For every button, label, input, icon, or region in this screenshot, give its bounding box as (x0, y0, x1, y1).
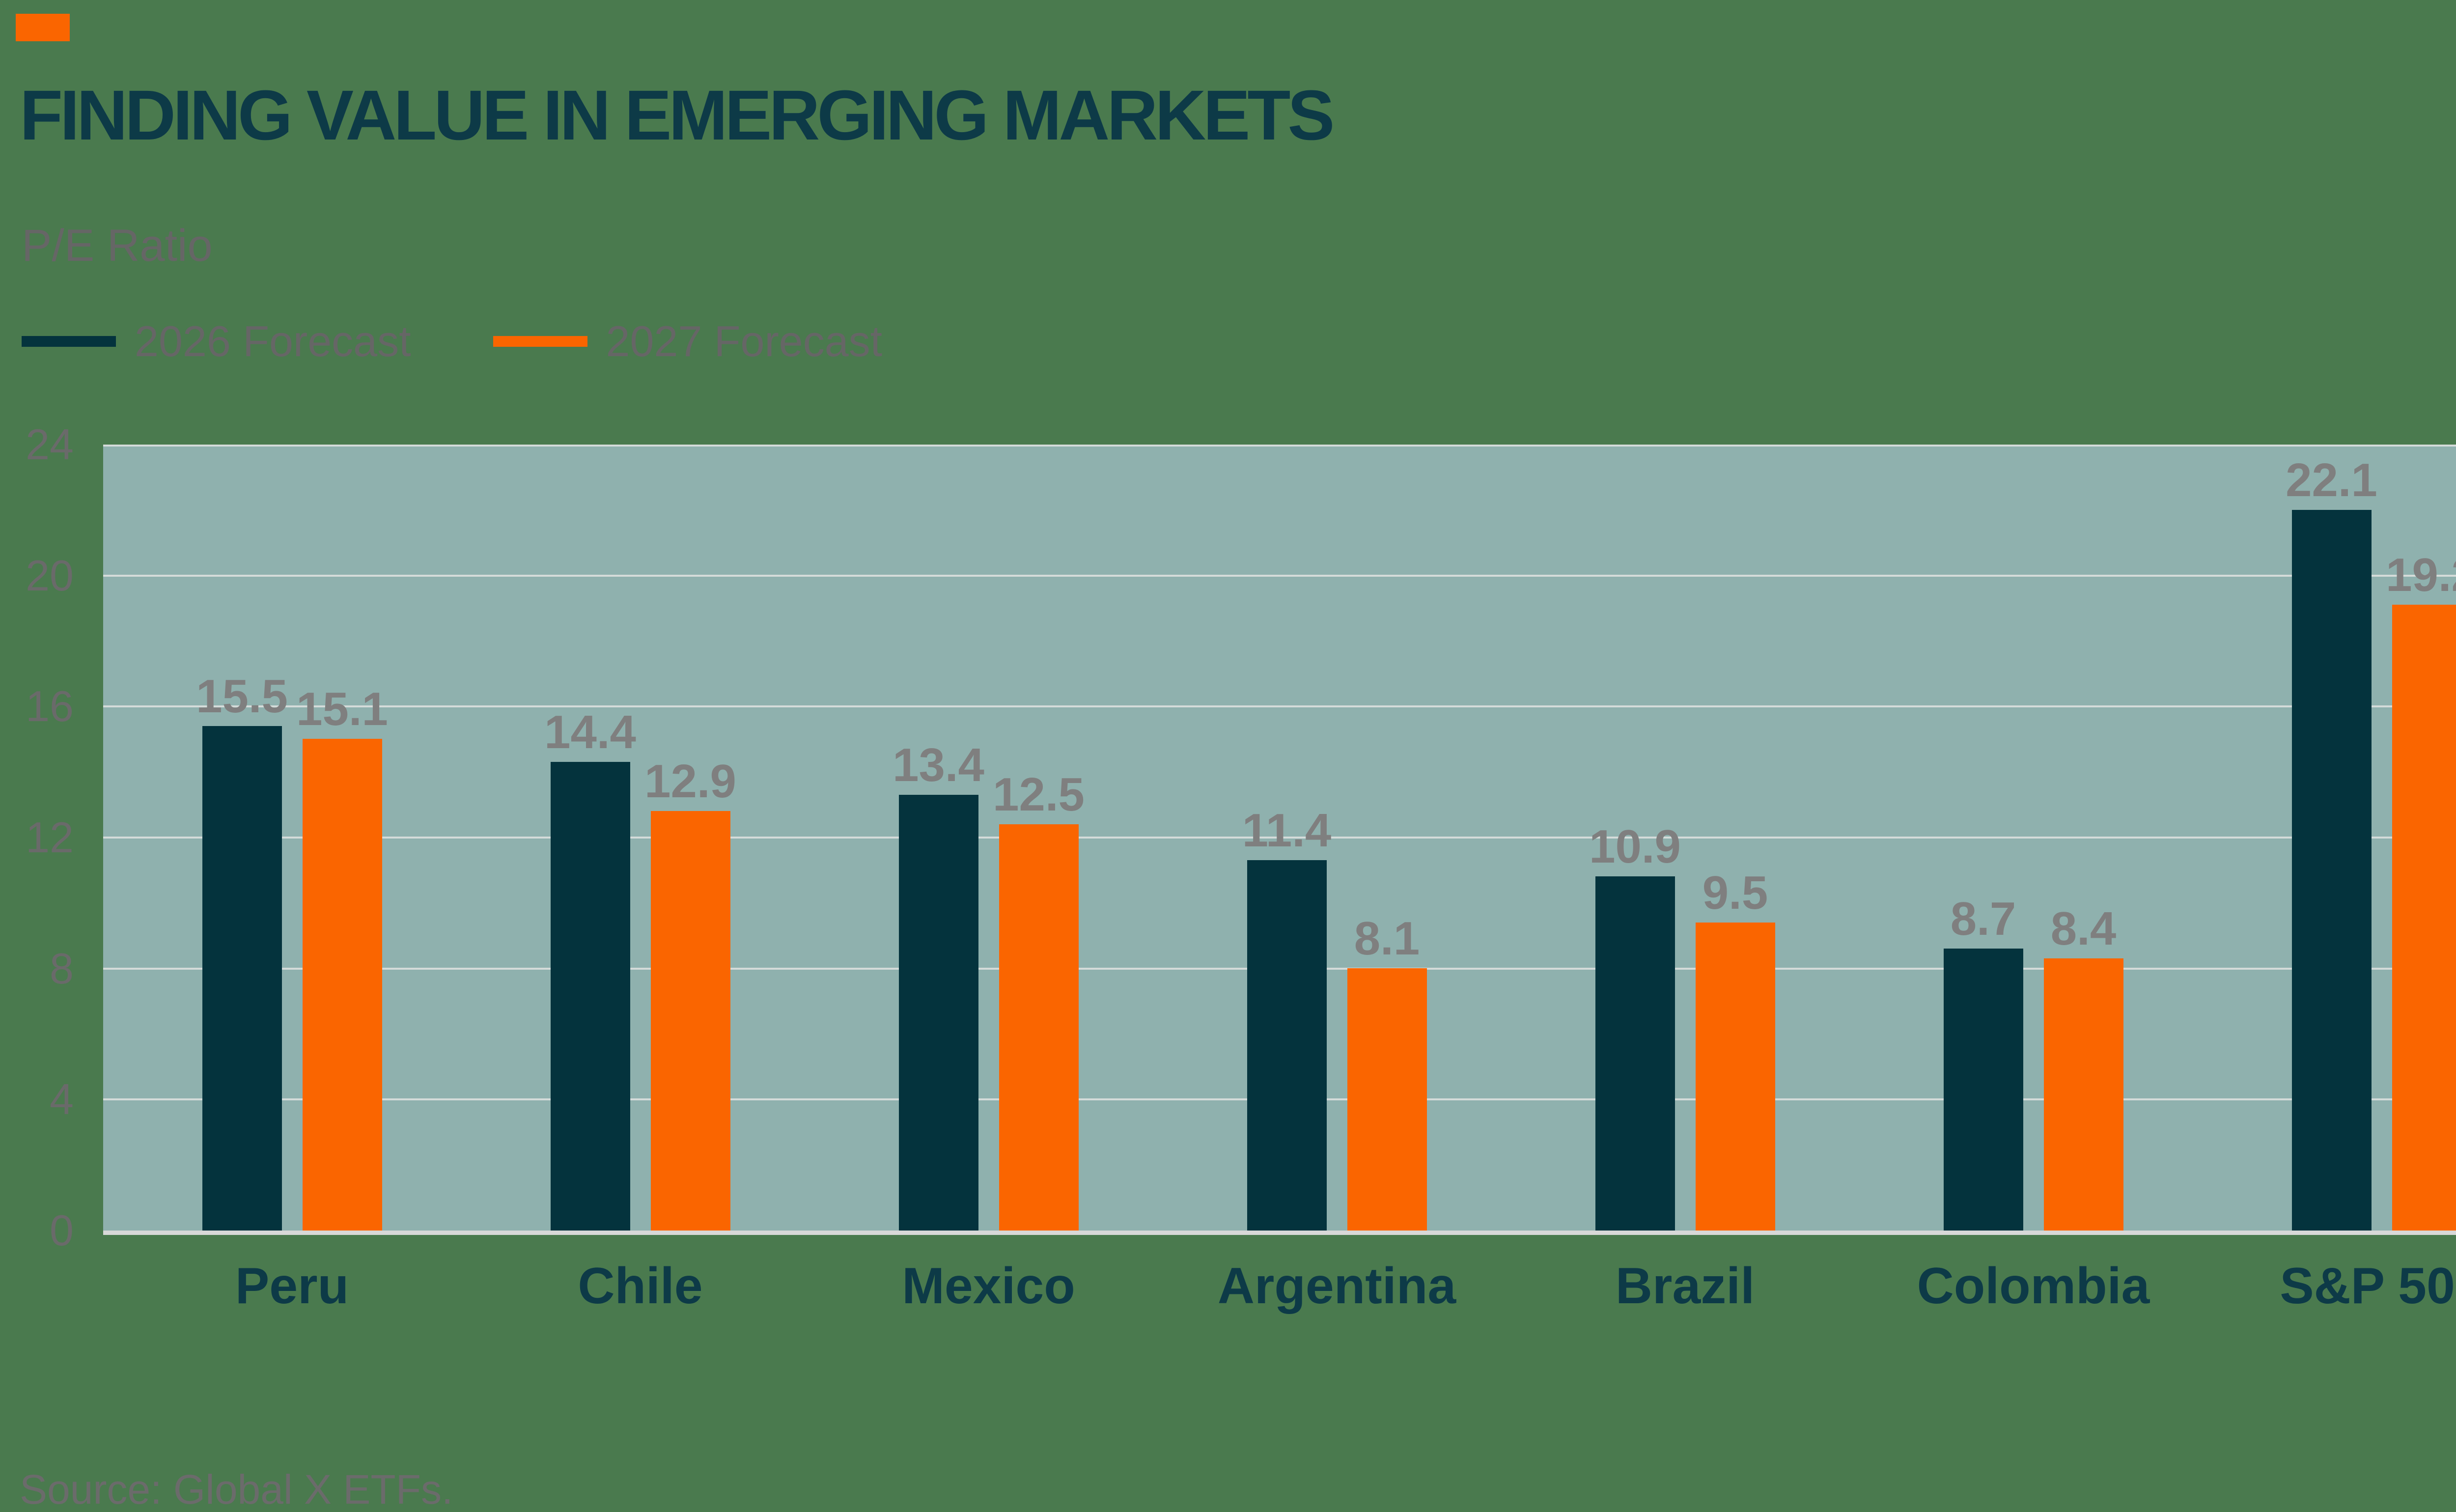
bar-2027-mexico (999, 824, 1079, 1233)
legend-label: 2026 Forecast (135, 317, 411, 365)
bar-value-label: 9.5 (1702, 866, 1768, 919)
bar-value-label: 19.2 (2386, 549, 2456, 601)
legend-label: 2027 Forecast (606, 317, 883, 365)
legend-item-2026-forecast: 2026 Forecast (22, 316, 411, 366)
y-axis-tick-label: 4 (50, 1075, 74, 1124)
bar-value-label: 8.1 (1354, 912, 1420, 965)
category-label-peru: Peru (235, 1258, 349, 1315)
chart-title: FINDING VALUE IN EMERGING MARKETS (20, 76, 1335, 155)
bar-value-label: 12.9 (644, 755, 736, 808)
category-label-s-p-500: S&P 500 (2280, 1258, 2456, 1315)
legend-swatch-2026 (22, 336, 116, 347)
bar-2026-mexico (898, 794, 978, 1233)
bar-2027-chile (650, 811, 730, 1233)
bar-2026-peru (202, 726, 282, 1233)
bar-value-label: 11.4 (1242, 804, 1332, 857)
category-label-colombia: Colombia (1917, 1258, 2150, 1315)
y-axis-tick-label: 0 (50, 1206, 74, 1255)
gridline-16 (103, 705, 2456, 708)
x-axis-baseline (103, 1231, 2456, 1235)
brand-accent-square (16, 14, 70, 41)
bar-2027-s-p-500 (2392, 605, 2456, 1233)
y-axis-tick-label: 16 (26, 682, 74, 731)
bar-value-label: 10.9 (1589, 820, 1681, 873)
bar-2026-s-p-500 (2291, 509, 2372, 1233)
legend-swatch-2027 (493, 336, 587, 347)
bar-2027-argentina (1347, 968, 1427, 1233)
bar-value-label: 15.1 (296, 683, 388, 736)
y-axis-tick-label: 12 (26, 813, 74, 862)
legend-item-2027-forecast: 2027 Forecast (493, 316, 883, 366)
source-note: Source: Global X ETFs. (20, 1466, 453, 1512)
bar-value-label: 13.4 (893, 738, 984, 791)
y-axis-tick-label: 24 (26, 420, 74, 469)
bar-value-label: 15.5 (196, 670, 288, 723)
gridline-12 (103, 837, 2456, 839)
bar-2026-brazil (1595, 876, 1675, 1233)
bar-2026-chile (550, 762, 630, 1233)
bar-2026-colombia (1943, 949, 2023, 1233)
legend: 2026 Forecast 2027 Forecast (22, 316, 964, 366)
category-label-mexico: Mexico (902, 1258, 1075, 1315)
bar-value-label: 12.5 (993, 768, 1085, 821)
y-axis-tick-label: 8 (50, 944, 74, 993)
bar-2027-peru (302, 739, 382, 1233)
bar-value-label: 8.4 (2050, 902, 2117, 955)
bar-2026-argentina (1247, 860, 1327, 1233)
category-label-chile: Chile (578, 1258, 703, 1315)
bar-2027-colombia (2043, 958, 2123, 1233)
bar-value-label: 22.1 (2286, 453, 2377, 506)
category-label-argentina: Argentina (1217, 1258, 1456, 1315)
gridline-24 (103, 445, 2456, 447)
y-axis-title: P/E Ratio (22, 221, 213, 271)
y-axis-tick-label: 20 (26, 551, 74, 600)
gridline-20 (103, 574, 2456, 577)
bar-value-label: 8.7 (1950, 893, 2016, 945)
bar-value-label: 14.4 (544, 706, 636, 758)
bar-2027-brazil (1695, 922, 1775, 1233)
category-label-brazil: Brazil (1615, 1258, 1755, 1315)
